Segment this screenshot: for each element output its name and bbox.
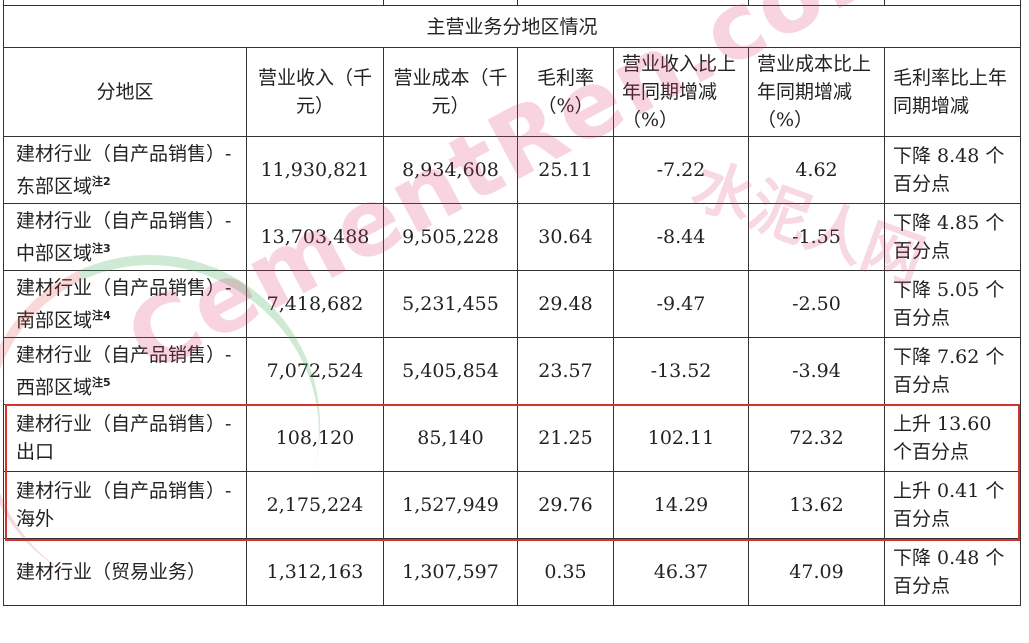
- region-cell: 建材行业（自产品销售）-出口: [3, 404, 247, 472]
- revenue-cell: 7,072,524: [246, 337, 384, 405]
- cost-cell: 85,140: [383, 404, 518, 472]
- section-title: 主营业务分地区情况: [3, 5, 1021, 48]
- margin-change-cell: 下降 5.05 个百分点: [884, 270, 1021, 338]
- header-margin-change: 毛利率比上年同期增减: [884, 47, 1021, 137]
- table-row: 建材行业（贸易业务） 1,312,163 1,307,597 0.35 46.37 47.…: [3, 538, 1021, 606]
- region-cell: 建材行业（自产品销售）-海外: [3, 471, 247, 539]
- region-label: 建材行业（自产品销售）-东部区域: [16, 142, 232, 198]
- region-label: 建材行业（自产品销售）-西部区域: [16, 343, 232, 399]
- margin-cell: 29.76: [517, 471, 614, 539]
- margin-cell: 29.48: [517, 270, 614, 338]
- revenue-cell: 2,175,224: [246, 471, 384, 539]
- footnote-marker: 注3: [92, 241, 111, 255]
- rev-change-cell: -8.44: [613, 203, 749, 271]
- margin-change-cell: 下降 0.48 个百分点: [884, 538, 1021, 606]
- rev-change-cell: 102.11: [613, 404, 749, 472]
- header-row: 分地区 营业收入（千元） 营业成本（千元） 毛利率（%） 营业收入比上年同期增减…: [3, 47, 1021, 137]
- header-cost: 营业成本（千元）: [383, 47, 518, 137]
- footnote-marker: 注2: [92, 174, 111, 188]
- cost-cell: 5,405,854: [383, 337, 518, 405]
- table-row: 建材行业（自产品销售）-东部区域注2 11,930,821 8,934,608 25.…: [3, 136, 1021, 204]
- region-label: 建材行业（自产品销售）-出口: [16, 413, 232, 463]
- header-margin: 毛利率（%）: [517, 47, 614, 137]
- table-row: 建材行业（自产品销售）-出口 108,120 85,140 21.25 102.11 72…: [3, 404, 1021, 472]
- cost-cell: 1,527,949: [383, 471, 518, 539]
- rev-change-cell: 46.37: [613, 538, 749, 606]
- margin-cell: 23.57: [517, 337, 614, 405]
- region-cell: 建材行业（自产品销售）-南部区域注4: [3, 270, 247, 338]
- region-cell: 建材行业（贸易业务）: [3, 538, 247, 606]
- revenue-cell: 1,312,163: [246, 538, 384, 606]
- cost-change-cell: 72.32: [748, 404, 885, 472]
- regional-revenue-table: 主营业务分地区情况 分地区 营业收入（千元） 营业成本（千元） 毛利率（%） 营…: [3, 0, 1021, 606]
- revenue-cell: 7,418,682: [246, 270, 384, 338]
- rev-change-cell: 14.29: [613, 471, 749, 539]
- cost-cell: 9,505,228: [383, 203, 518, 271]
- cost-change-cell: -1.55: [748, 203, 885, 271]
- region-cell: 建材行业（自产品销售）-西部区域注5: [3, 337, 247, 405]
- rev-change-cell: -13.52: [613, 337, 749, 405]
- cost-cell: 8,934,608: [383, 136, 518, 204]
- header-revenue: 营业收入（千元）: [246, 47, 384, 137]
- rev-change-cell: -7.22: [613, 136, 749, 204]
- margin-change-cell: 下降 4.85 个百分点: [884, 203, 1021, 271]
- cost-cell: 5,231,455: [383, 270, 518, 338]
- margin-change-cell: 下降 8.48 个百分点: [884, 136, 1021, 204]
- region-label: 建材行业（自产品销售）-海外: [16, 480, 232, 530]
- revenue-cell: 13,703,488: [246, 203, 384, 271]
- header-region: 分地区: [3, 47, 247, 137]
- rev-change-cell: -9.47: [613, 270, 749, 338]
- margin-change-cell: 上升 0.41 个百分点: [884, 471, 1021, 539]
- header-cost-change: 营业成本比上年同期增减（%）: [748, 47, 885, 137]
- margin-change-cell: 下降 7.62 个百分点: [884, 337, 1021, 405]
- header-revenue-change: 营业收入比上年同期增减（%）: [613, 47, 749, 137]
- region-cell: 建材行业（自产品销售）-东部区域注2: [3, 136, 247, 204]
- cost-change-cell: 4.62: [748, 136, 885, 204]
- cost-change-cell: -2.50: [748, 270, 885, 338]
- table-row: 建材行业（自产品销售）-南部区域注4 7,418,682 5,231,455 29.4…: [3, 270, 1021, 338]
- cost-change-cell: 47.09: [748, 538, 885, 606]
- footnote-marker: 注4: [92, 308, 111, 322]
- section-title-row: 主营业务分地区情况: [3, 5, 1021, 48]
- footnote-marker: 注5: [92, 375, 111, 389]
- region-label: 建材行业（自产品销售）-南部区域: [16, 276, 232, 332]
- table-row: 建材行业（自产品销售）-西部区域注5 7,072,524 5,405,854 23.5…: [3, 337, 1021, 405]
- margin-cell: 0.35: [517, 538, 614, 606]
- cost-change-cell: -3.94: [748, 337, 885, 405]
- margin-cell: 21.25: [517, 404, 614, 472]
- revenue-cell: 108,120: [246, 404, 384, 472]
- margin-cell: 30.64: [517, 203, 614, 271]
- revenue-cell: 11,930,821: [246, 136, 384, 204]
- region-label: 建材行业（贸易业务）: [16, 561, 207, 583]
- cost-change-cell: 13.62: [748, 471, 885, 539]
- table-row: 建材行业（自产品销售）-海外 2,175,224 1,527,949 29.76 14.…: [3, 471, 1021, 539]
- region-cell: 建材行业（自产品销售）-中部区域注3: [3, 203, 247, 271]
- margin-cell: 25.11: [517, 136, 614, 204]
- table-row: 建材行业（自产品销售）-中部区域注3 13,703,488 9,505,228 30.…: [3, 203, 1021, 271]
- margin-change-cell: 上升 13.60 个百分点: [884, 404, 1021, 472]
- region-label: 建材行业（自产品销售）-中部区域: [16, 209, 232, 265]
- cost-cell: 1,307,597: [383, 538, 518, 606]
